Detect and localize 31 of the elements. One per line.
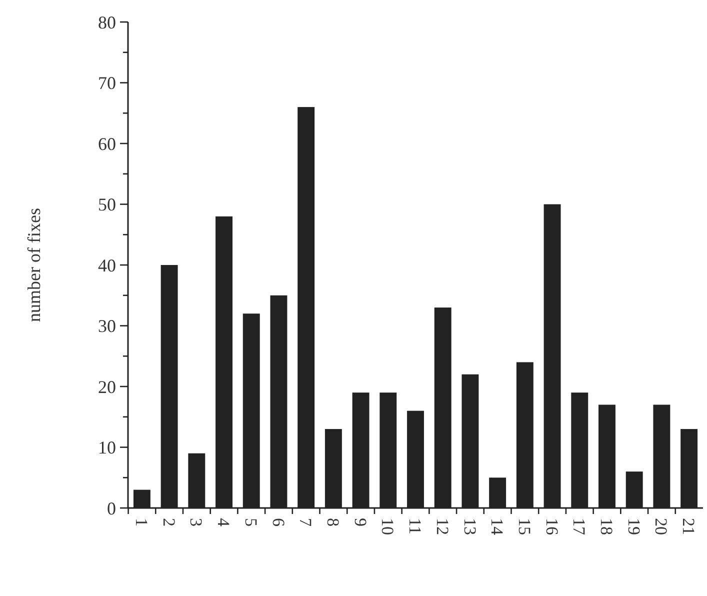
- y-tick-label: 20: [98, 376, 116, 397]
- x-tick-label: 15: [514, 518, 534, 535]
- x-tick-label: 11: [406, 518, 425, 534]
- y-tick-label: 30: [98, 316, 116, 336]
- y-tick-label: 70: [98, 73, 116, 94]
- x-tick-label: 18: [597, 518, 616, 535]
- y-tick-label: 10: [98, 438, 116, 458]
- y-tick-label: 40: [98, 255, 116, 276]
- x-tick-label: 20: [652, 518, 671, 535]
- x-tick-label: 19: [624, 518, 644, 535]
- x-tick-label: 16: [542, 518, 562, 535]
- x-tick-label: 7: [296, 518, 316, 527]
- y-tick-label: 50: [98, 194, 116, 215]
- x-tick-label: 6: [268, 518, 288, 526]
- x-tick-label: 3: [186, 518, 206, 526]
- x-tick-label: 5: [241, 518, 260, 526]
- x-tick-label: 17: [570, 518, 589, 536]
- x-tick-label: 10: [378, 518, 398, 535]
- x-tick-label: 4: [214, 518, 234, 527]
- x-tick-label: 13: [460, 518, 480, 535]
- x-tick-label: 21: [679, 518, 698, 535]
- y-axis-title: number of fixes: [24, 208, 44, 322]
- x-tick-label: 14: [488, 518, 507, 536]
- y-tick-label: 80: [98, 12, 116, 32]
- y-tick-label: 60: [98, 134, 116, 154]
- x-tick-label: 1: [132, 518, 151, 526]
- x-tick-label: 12: [432, 518, 452, 535]
- x-tick-label: 8: [323, 518, 342, 526]
- y-tick-label: 0: [107, 498, 116, 518]
- x-tick-label: 9: [350, 518, 370, 526]
- x-tick-label: 2: [159, 518, 178, 526]
